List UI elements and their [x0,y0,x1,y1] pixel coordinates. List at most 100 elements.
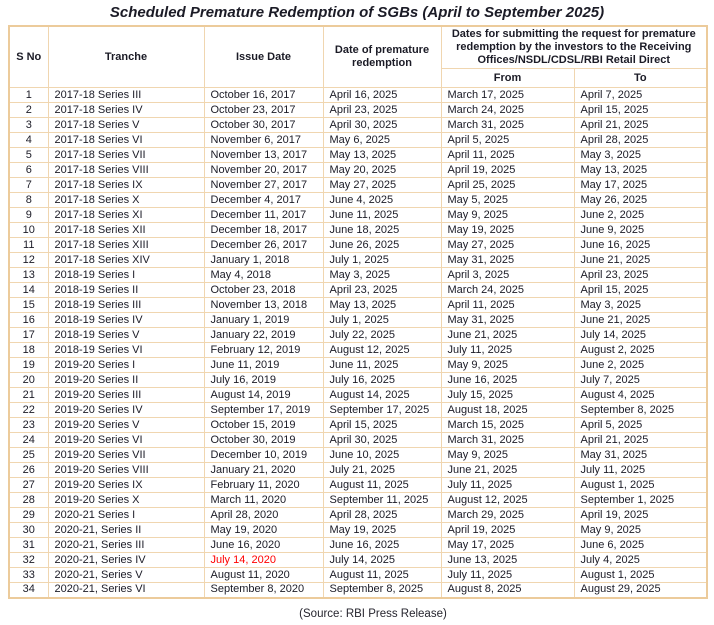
table-row: 2 2017-18 Series IV October 23, 2017 April … [8,102,708,118]
to-date-cell: June 9, 2025 [573,222,708,238]
from-date-cell: June 21, 2025 [440,462,575,478]
redemption-date-cell: June 11, 2025 [322,207,442,223]
tranche-cell: 2018-19 Series VI [47,342,205,358]
issue-date-cell: September 17, 2019 [203,402,324,418]
tranche-cell: 2017-18 Series VII [47,147,205,163]
to-date-cell: August 1, 2025 [573,567,708,583]
from-date-cell: July 11, 2025 [440,342,575,358]
redemption-date-cell: May 13, 2025 [322,297,442,313]
from-date-cell: June 16, 2025 [440,372,575,388]
table-row: 31 2020-21, Series III June 16, 2020 June 1… [8,537,708,553]
issue-date-cell: June 16, 2020 [203,537,324,553]
to-date-cell: April 21, 2025 [573,432,708,448]
to-date-cell: May 9, 2025 [573,522,708,538]
tranche-cell: 2017-18 Series VI [47,132,205,148]
from-date-cell: April 11, 2025 [440,297,575,313]
issue-date-cell: December 11, 2017 [203,207,324,223]
table-row: 14 2018-19 Series II October 23, 2018 April… [8,282,708,298]
to-date-cell: April 15, 2025 [573,102,708,118]
issue-date-cell: November 20, 2017 [203,162,324,178]
tranche-cell: 2019-20 Series VI [47,432,205,448]
issue-date-cell: October 23, 2018 [203,282,324,298]
s-no-cell: 28 [8,492,49,508]
from-date-cell: May 27, 2025 [440,237,575,253]
redemption-date-cell: April 23, 2025 [322,102,442,118]
col-header-from: From [440,68,575,88]
redemption-date-cell: August 14, 2025 [322,387,442,403]
tranche-cell: 2018-19 Series I [47,267,205,283]
tranche-cell: 2018-19 Series III [47,297,205,313]
redemption-date-cell: August 11, 2025 [322,477,442,493]
to-date-cell: June 2, 2025 [573,357,708,373]
s-no-cell: 27 [8,477,49,493]
tranche-cell: 2017-18 Series III [47,87,205,103]
s-no-cell: 8 [8,192,49,208]
table-row: 25 2019-20 Series VII December 10, 2019 Jun… [8,447,708,463]
s-no-cell: 26 [8,462,49,478]
redemption-date-cell: July 14, 2025 [322,552,442,568]
table-row: 23 2019-20 Series V October 15, 2019 April … [8,417,708,433]
to-date-cell: April 23, 2025 [573,267,708,283]
redemption-date-cell: June 26, 2025 [322,237,442,253]
header-row-main: S No Tranche Issue Date Date of prematur… [8,25,708,88]
col-header-submission-dates: Dates for submitting the request for pre… [440,25,708,69]
redemption-date-cell: April 16, 2025 [322,87,442,103]
tranche-cell: 2020-21, Series II [47,522,205,538]
issue-date-cell: December 10, 2019 [203,447,324,463]
from-date-cell: March 31, 2025 [440,117,575,133]
to-date-cell: July 11, 2025 [573,462,708,478]
redemption-date-cell: May 20, 2025 [322,162,442,178]
to-date-cell: August 4, 2025 [573,387,708,403]
table-row: 5 2017-18 Series VII November 13, 2017 May … [8,147,708,163]
issue-date-cell: October 30, 2017 [203,117,324,133]
issue-date-cell: March 11, 2020 [203,492,324,508]
table-row: 9 2017-18 Series XI December 11, 2017 June … [8,207,708,223]
redemption-date-cell: May 27, 2025 [322,177,442,193]
redemption-date-cell: June 4, 2025 [322,192,442,208]
tranche-cell: 2017-18 Series X [47,192,205,208]
table-row: 33 2020-21, Series V August 11, 2020 August… [8,567,708,583]
tranche-cell: 2017-18 Series V [47,117,205,133]
s-no-cell: 29 [8,507,49,523]
tranche-cell: 2019-20 Series IV [47,402,205,418]
table-row: 29 2020-21 Series I April 28, 2020 April 28… [8,507,708,523]
table-row: 11 2017-18 Series XIII December 26, 2017 Ju… [8,237,708,253]
s-no-cell: 9 [8,207,49,223]
from-date-cell: August 18, 2025 [440,402,575,418]
table-row: 4 2017-18 Series VI November 6, 2017 May 6,… [8,132,708,148]
issue-date-cell: July 14, 2020 [203,552,324,568]
from-date-cell: May 9, 2025 [440,447,575,463]
to-date-cell: May 17, 2025 [573,177,708,193]
tranche-cell: 2020-21, Series III [47,537,205,553]
from-date-cell: April 19, 2025 [440,522,575,538]
tranche-cell: 2017-18 Series XI [47,207,205,223]
table-row: 3 2017-18 Series V October 30, 2017 April 3… [8,117,708,133]
table-row: 32 2020-21, Series IV July 14, 2020 July 14… [8,552,708,568]
tranche-cell: 2017-18 Series IV [47,102,205,118]
s-no-cell: 25 [8,447,49,463]
from-date-cell: May 17, 2025 [440,537,575,553]
redemption-date-cell: August 12, 2025 [322,342,442,358]
tranche-cell: 2018-19 Series II [47,282,205,298]
redemption-date-cell: April 15, 2025 [322,417,442,433]
table-row: 19 2019-20 Series I June 11, 2019 June 11, … [8,357,708,373]
tranche-cell: 2018-19 Series IV [47,312,205,328]
redemption-date-cell: July 22, 2025 [322,327,442,343]
table-header: S No Tranche Issue Date Date of prematur… [8,25,708,88]
to-date-cell: September 8, 2025 [573,402,708,418]
s-no-cell: 15 [8,297,49,313]
s-no-cell: 19 [8,357,49,373]
tranche-cell: 2019-20 Series IX [47,477,205,493]
tranche-cell: 2017-18 Series XII [47,222,205,238]
issue-date-cell: December 18, 2017 [203,222,324,238]
from-date-cell: May 5, 2025 [440,192,575,208]
table-row: 24 2019-20 Series VI October 30, 2019 April… [8,432,708,448]
issue-date-cell: February 11, 2020 [203,477,324,493]
from-date-cell: May 9, 2025 [440,207,575,223]
from-date-cell: August 8, 2025 [440,582,575,598]
to-date-cell: April 19, 2025 [573,507,708,523]
issue-date-cell: January 21, 2020 [203,462,324,478]
table-row: 17 2018-19 Series V January 22, 2019 July 2… [8,327,708,343]
table-row: 20 2019-20 Series II July 16, 2019 July 16,… [8,372,708,388]
s-no-cell: 1 [8,87,49,103]
